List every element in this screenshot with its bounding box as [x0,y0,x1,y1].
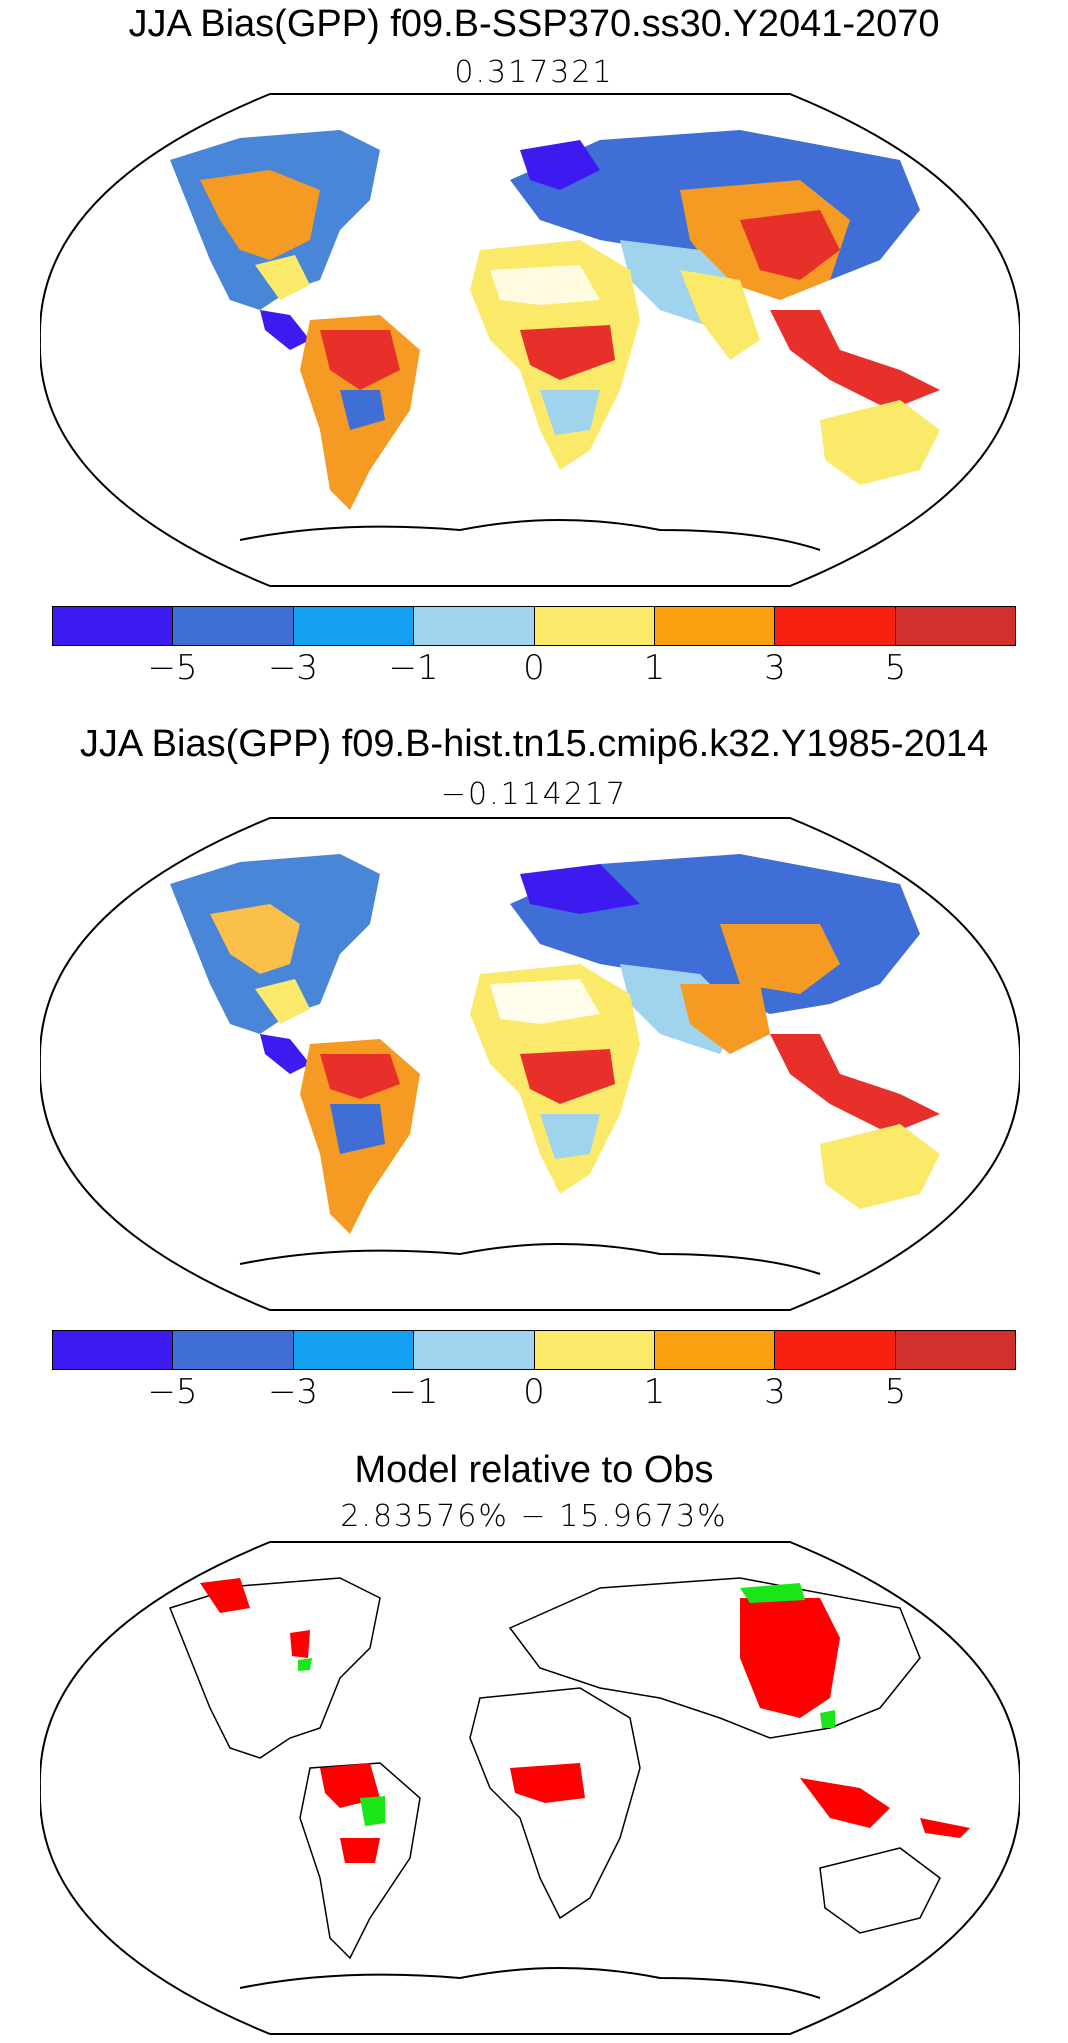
colorbar-tick: 0 [523,1372,545,1412]
colorbar-bin [53,1331,174,1369]
colorbar-bin [654,607,776,645]
colorbar-tick: −5 [147,648,198,688]
panel1-map [40,90,1020,590]
colorbar-bin [414,607,535,645]
colorbar-bin [414,1331,535,1369]
colorbar-bin [775,1331,896,1369]
mask-better [298,1583,835,1826]
colorbar-tick: −1 [388,1372,439,1412]
panel1-title: JJA Bias(GPP) f09.B-SSP370.ss30.Y2041-20… [128,3,940,45]
colorbar-bin [654,1331,776,1369]
panel3-range: 2.83576% − 15.9673% [340,1499,728,1534]
colorbar-tick: 5 [884,1372,907,1412]
panel1-colorbar [52,606,1016,646]
colorbar-tick: 3 [764,648,786,688]
colorbar-bin [53,607,174,645]
panel3-title: Model relative to Obs [354,1449,714,1491]
colorbar-bin [534,607,655,645]
colorbar-bin [895,1331,1015,1369]
colorbar-tick: −3 [267,648,319,688]
colorbar-tick: 0 [523,648,545,688]
colorbar-tick: 5 [884,648,907,688]
colorbar-bin [775,607,896,645]
colorbar-tick: 3 [764,1372,786,1412]
mask-worse [200,1578,970,1863]
panel1-global-mean: 0.317321 [454,55,614,90]
colorbar-tick: −1 [388,648,439,688]
colorbar-bin [173,1331,294,1369]
panel1-colorbar-ticks: −5 −3 −1 0 1 3 5 [52,648,1016,688]
colorbar-tick: 1 [643,1372,666,1412]
colorbar-bin [293,607,415,645]
colorbar-tick: 1 [643,648,666,688]
panel2-title: JJA Bias(GPP) f09.B-hist.tn15.cmip6.k32.… [79,723,989,765]
colorbar-tick: −3 [267,1372,319,1412]
colorbar-bin [534,1331,655,1369]
panel3-map [40,1538,1020,2038]
colorbar-bin [173,607,294,645]
panel2-colorbar [52,1330,1016,1370]
colorbar-bin [895,607,1015,645]
colorbar-tick: −5 [147,1372,198,1412]
panel2-colorbar-ticks: −5 −3 −1 0 1 3 5 [52,1372,1016,1412]
colorbar-bin [293,1331,415,1369]
panel2-map [40,814,1020,1314]
panel2-global-mean: −0.114217 [440,777,628,812]
